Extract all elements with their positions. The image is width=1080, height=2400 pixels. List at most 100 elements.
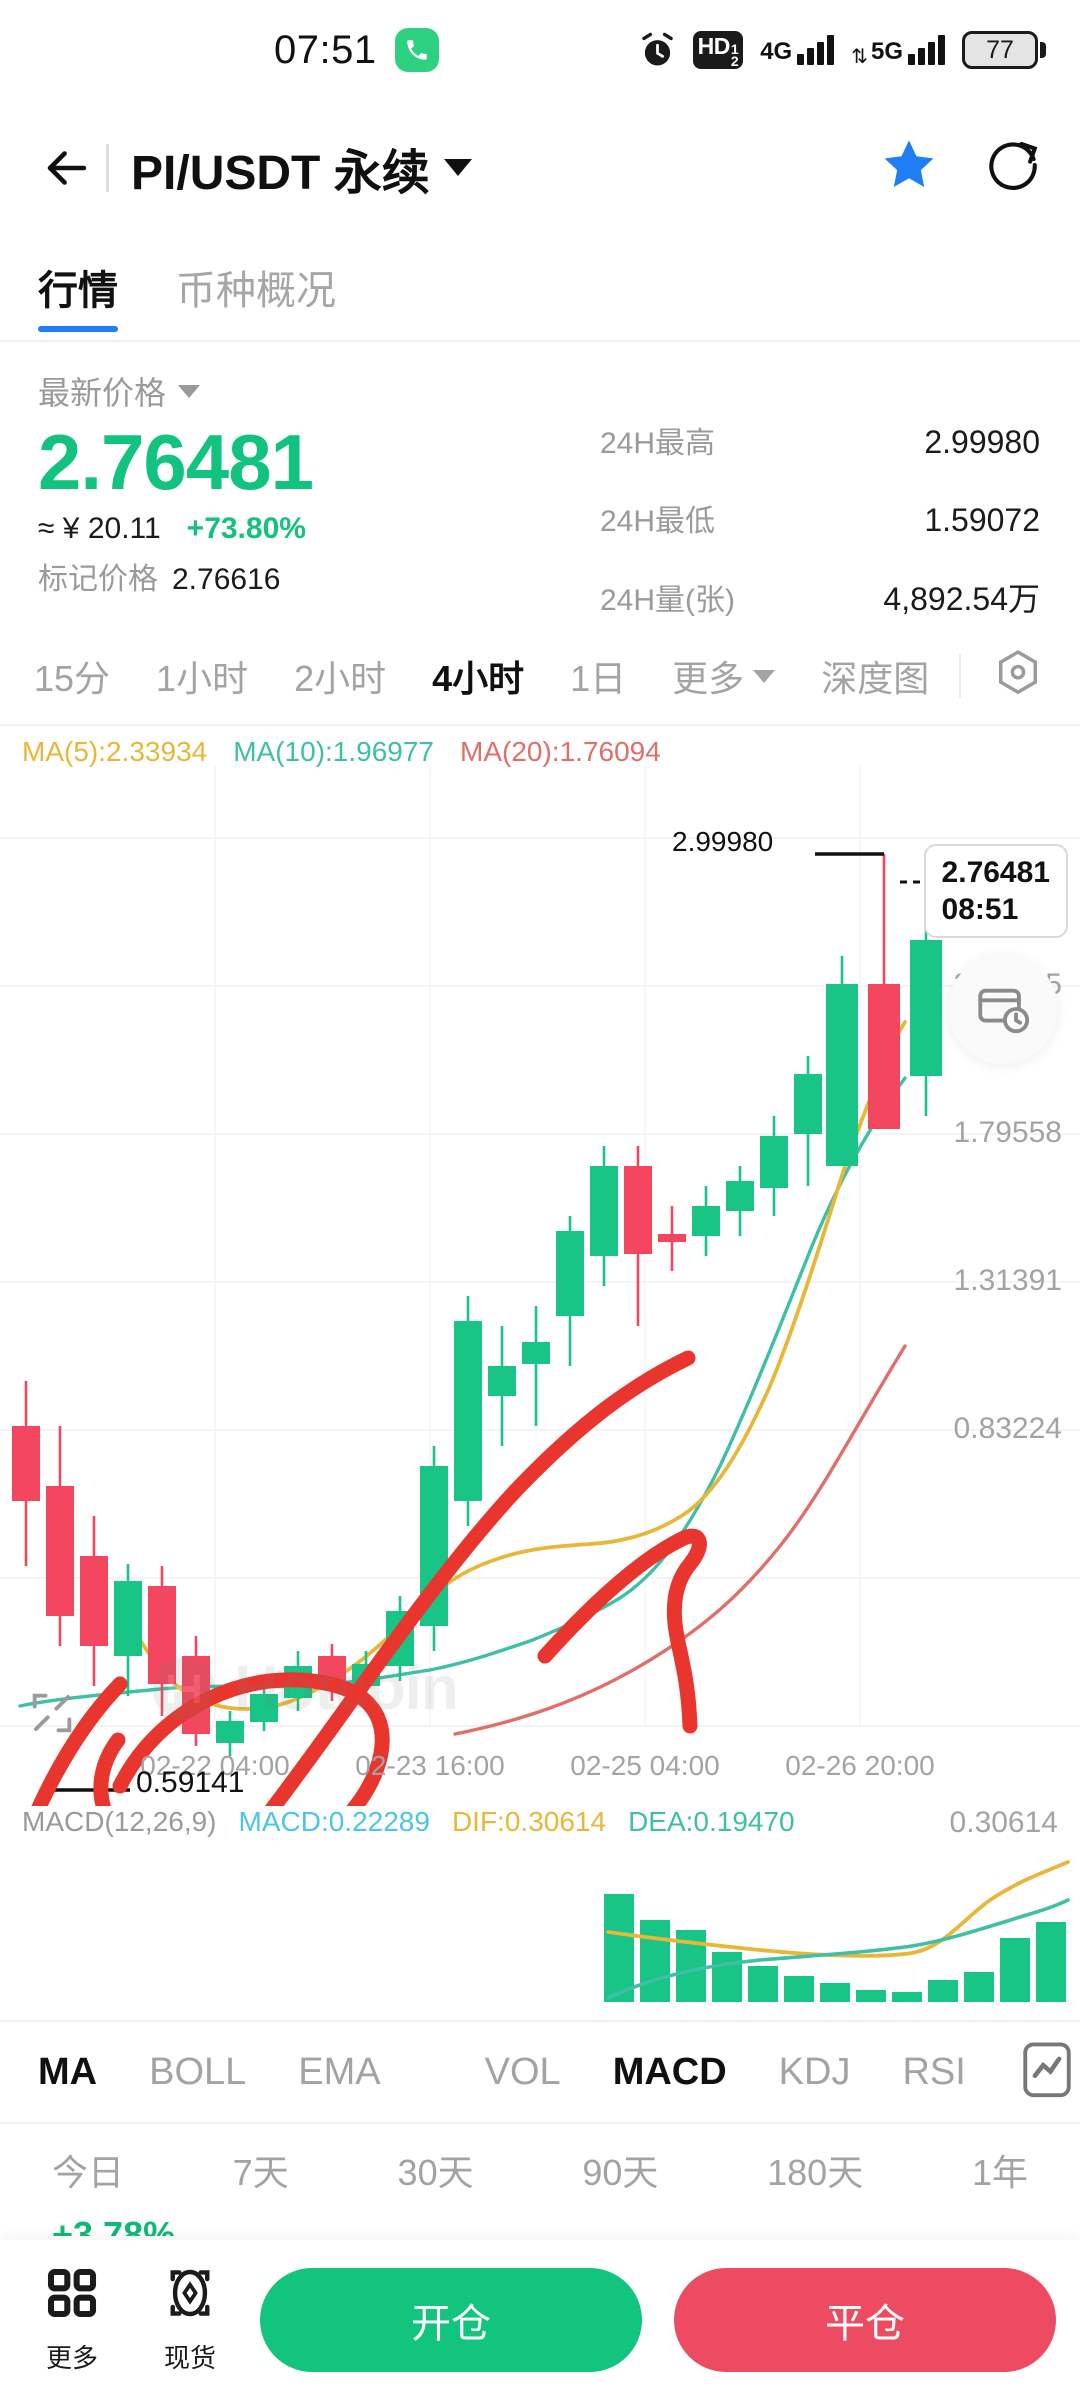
timeframe-1d-label: 1日 (570, 658, 627, 699)
macd-panel[interactable]: MACD(12,26,9) MACD:0.22289 DIF:0.30614 D… (0, 1806, 1080, 2012)
back-arrow-icon[interactable] (38, 139, 96, 197)
status-time: 07:51 (274, 27, 377, 72)
timeframe-1h[interactable]: 1小时 (156, 650, 248, 702)
timeframe-4h[interactable]: 4小时 (432, 650, 524, 702)
tabs-divider (0, 340, 1080, 342)
tab-market-label: 行情 (38, 269, 118, 313)
ma-legend: MA(5):2.33934 MA(10):1.96977 MA(20):1.76… (22, 736, 661, 768)
timeframe-depth-label: 深度图 (821, 658, 930, 699)
period-1y[interactable]: 1年 (971, 2152, 1028, 2193)
indicator-ma[interactable]: MA (38, 2050, 98, 2093)
more-label: 更多 (45, 2343, 98, 2373)
price-panel: 最新价格 2.76481 ≈ ¥ 20.11 +73.80% 标记价格 2.766… (0, 368, 1080, 618)
timeframe-more[interactable]: 更多 (672, 650, 776, 702)
signal-5g-icon: ⇅ 5G (851, 35, 945, 68)
open-position-button[interactable]: 开仓 (260, 2268, 642, 2372)
indicator-ema[interactable]: EMA (298, 2050, 381, 2093)
status-bar: 07:51 HD 1 2 4G ⇅ (0, 0, 1080, 100)
last-price-value: 2.76481 (38, 418, 314, 506)
tab-market[interactable]: 行情 (38, 258, 118, 332)
stat-high-value: 2.99980 (924, 424, 1040, 460)
net-5g-label: 5G (870, 38, 903, 65)
grid-icon (44, 2265, 100, 2328)
more-button[interactable]: 更多 (24, 2265, 120, 2375)
candlestick-chart[interactable]: MA(5):2.33934 MA(10):1.96977 MA(20):1.76… (0, 726, 1080, 1806)
mark-price-label: 标记价格 (38, 562, 158, 596)
indicator-boll[interactable]: BOLL (149, 2050, 247, 2093)
star-icon[interactable] (880, 136, 938, 199)
share-icon[interactable] (984, 136, 1042, 199)
line-chart-icon[interactable] (1018, 2038, 1076, 2107)
x-axis: 02-22 04:00 02-23 16:00 02-25 04:00 02-2… (0, 1750, 1080, 1798)
chevron-down-icon (178, 384, 201, 398)
macd-axis-value: 0.30614 (949, 1806, 1058, 1839)
stat-low-value: 1.59072 (924, 502, 1040, 538)
signal-bars-5g (908, 35, 945, 65)
period-today[interactable]: 今日 (52, 2152, 125, 2193)
timeframe-15m[interactable]: 15分 (34, 650, 110, 702)
close-position-button[interactable]: 平仓 (674, 2268, 1056, 2372)
y-axis-label-4: 0.83224 (953, 1412, 1062, 1445)
data-transfer-icon: ⇅ (851, 46, 868, 68)
freehand-arrow-annotation (264, 1350, 707, 1806)
pair-title-label: PI/USDT 永续 (131, 146, 430, 200)
period-30d[interactable]: 30天 (397, 2152, 474, 2193)
timeframe-divider (959, 654, 962, 698)
last-price-tooltip: 2.76481 08:51 (923, 844, 1068, 939)
period-row: 今日 7天 30天 90天 180天 1年 (0, 2124, 1080, 2216)
indicator-kdj[interactable]: KDJ (778, 2050, 851, 2093)
app-header: PI/USDT 永续 (0, 110, 1080, 225)
timeframe-more-label: 更多 (672, 658, 745, 699)
hotcoin-watermark: Hotcoin (150, 1653, 459, 1724)
period-7d[interactable]: 7天 (232, 2152, 289, 2193)
calendar-clock-icon[interactable] (948, 954, 1058, 1064)
settings-hex-icon[interactable] (990, 646, 1046, 707)
high-price-marker: 2.99980 (672, 826, 774, 857)
signal-bars-4g (797, 35, 835, 65)
period-180d[interactable]: 180天 (767, 2152, 864, 2193)
ma20-legend: MA(20):1.76094 (460, 736, 661, 767)
expand-icon[interactable] (26, 1687, 78, 1744)
indicator-macd[interactable]: MACD (612, 2050, 727, 2093)
period-change-value: +3.78% (52, 2214, 176, 2236)
dea-line (606, 1898, 1070, 2000)
mark-price-value: 2.76616 (172, 562, 281, 596)
period-90d[interactable]: 90天 (582, 2152, 659, 2193)
alarm-icon (639, 32, 676, 69)
ma5-legend: MA(5):2.33934 (22, 736, 208, 767)
freehand-ellipse-annotation (31, 1672, 390, 1806)
timeframe-2h[interactable]: 2小时 (294, 650, 386, 702)
low-price-marker: 0.59141 (136, 1766, 245, 1799)
stat-volume-value: 4,892.54万 (883, 581, 1040, 617)
timeframe-depth[interactable]: 深度图 (821, 650, 929, 702)
spot-button[interactable]: 现货 (142, 2265, 238, 2375)
pair-title[interactable]: PI/USDT 永续 (131, 133, 472, 203)
timeframe-2h-label: 2小时 (294, 658, 387, 699)
indicator-vol[interactable]: VOL (484, 2050, 561, 2093)
stat-row-high: 24H最高 2.99980 (600, 418, 1040, 462)
y-axis-label-3: 1.31391 (953, 1264, 1062, 1297)
dea-value: DEA:0.19470 (628, 1806, 795, 1837)
indicator-rsi[interactable]: RSI (902, 2050, 966, 2093)
macd-name: MACD(12,26,9) (22, 1806, 217, 1837)
hd-sup: 1 (730, 40, 739, 57)
x-axis-label-4: 02-26 20:00 (785, 1750, 935, 1781)
spot-icon (162, 2265, 218, 2328)
timeframe-1d[interactable]: 1日 (570, 650, 626, 702)
hd-sub: 2 (730, 52, 739, 69)
candle-series (12, 854, 942, 1756)
last-price-label-row[interactable]: 最新价格 (38, 368, 1042, 414)
net-4g-label: 4G (760, 38, 793, 65)
timeframe-15m-label: 15分 (34, 658, 111, 699)
chevron-down-icon (753, 669, 776, 683)
price-change-percent: +73.80% (186, 511, 306, 545)
chart-canvas (0, 766, 1080, 1806)
stats-panel: 24H最高 2.99980 24H最低 1.59072 24H量(张) 4,89… (600, 418, 1040, 654)
tab-coin-overview[interactable]: 币种概况 (176, 258, 336, 332)
dif-value: DIF:0.30614 (451, 1806, 607, 1837)
x-axis-label-3: 02-25 04:00 (570, 1750, 720, 1781)
timeframe-1h-label: 1小时 (156, 658, 249, 699)
macd-histogram (604, 1860, 1070, 2002)
dif-line (606, 1860, 1070, 1958)
indicator-tabs: MA BOLL EMA VOL MACD KDJ RSI (0, 2022, 1080, 2122)
